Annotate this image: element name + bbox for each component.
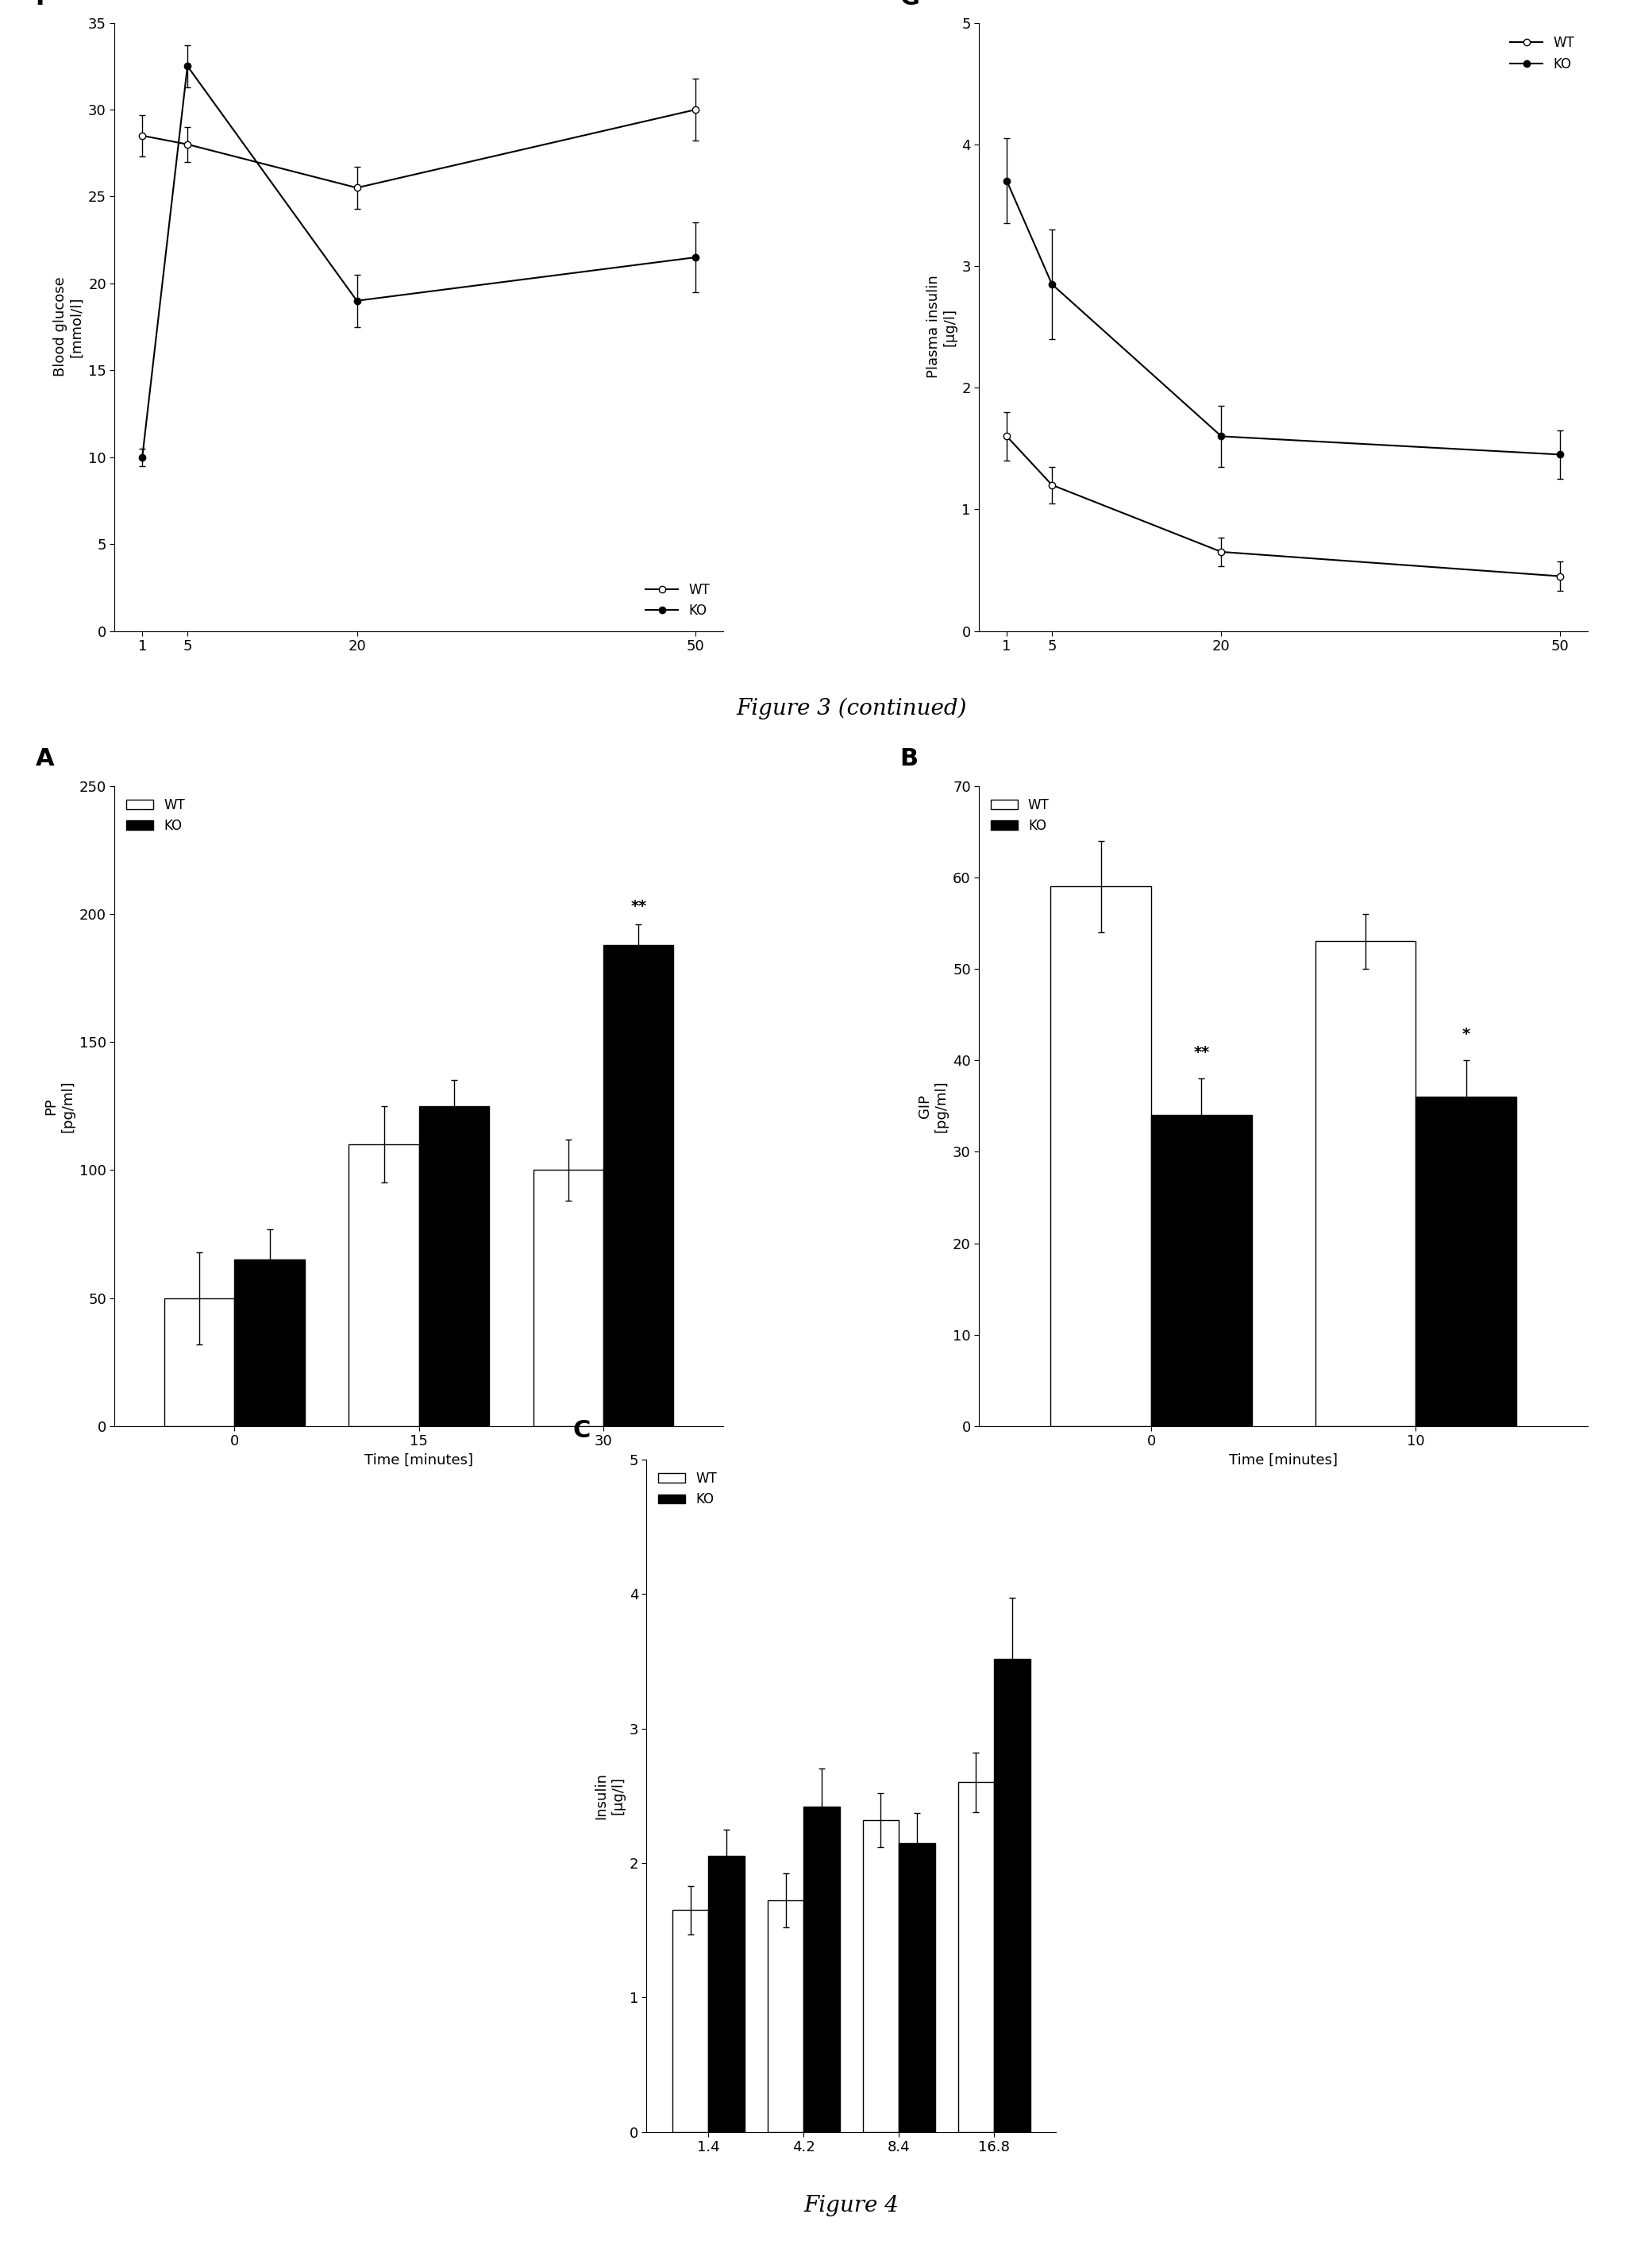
Text: **: ** — [630, 898, 647, 914]
Bar — [1315, 941, 1416, 1427]
Bar — [1416, 1098, 1516, 1427]
Y-axis label: Blood glucose
[mmol/l]: Blood glucose [mmol/l] — [52, 277, 83, 376]
Bar — [899, 1844, 935, 2132]
Bar — [234, 1259, 304, 1427]
Y-axis label: PP
[pg/ml]: PP [pg/ml] — [44, 1080, 75, 1132]
Bar — [534, 1170, 604, 1427]
Bar — [164, 1297, 234, 1427]
Bar — [419, 1107, 489, 1427]
Text: B: B — [900, 748, 918, 771]
Legend: WT, KO: WT, KO — [653, 1465, 722, 1513]
Text: C: C — [573, 1420, 591, 1442]
Text: G: G — [900, 0, 920, 9]
Bar — [709, 1855, 745, 2132]
Legend: WT, KO: WT, KO — [638, 576, 717, 624]
Bar — [768, 1901, 804, 2132]
Y-axis label: Plasma insulin
[μg/l]: Plasma insulin [μg/l] — [927, 274, 958, 379]
Bar — [994, 1658, 1030, 2132]
Legend: WT, KO: WT, KO — [121, 792, 190, 839]
Text: *: * — [1462, 1027, 1470, 1041]
Bar — [958, 1783, 994, 2132]
Bar — [1151, 1116, 1252, 1427]
Bar — [1051, 887, 1151, 1427]
Text: Figure 4: Figure 4 — [804, 2195, 899, 2216]
Y-axis label: GIP
[pg/ml]: GIP [pg/ml] — [918, 1080, 948, 1132]
Text: **: ** — [1193, 1046, 1210, 1059]
Legend: WT, KO: WT, KO — [985, 792, 1054, 839]
Bar — [863, 1819, 899, 2132]
Legend: WT, KO: WT, KO — [1503, 29, 1581, 77]
Bar — [673, 1910, 709, 2132]
Bar — [804, 1808, 840, 2132]
X-axis label: Time [minutes]: Time [minutes] — [365, 1454, 473, 1467]
Text: Figure 3 (continued): Figure 3 (continued) — [737, 699, 966, 719]
Y-axis label: Insulin
[μg/l]: Insulin [μg/l] — [594, 1771, 625, 1819]
Text: A: A — [36, 748, 54, 771]
Bar — [349, 1145, 419, 1427]
Bar — [604, 946, 673, 1427]
X-axis label: Time [minutes]: Time [minutes] — [1229, 1454, 1337, 1467]
Text: F: F — [36, 0, 52, 9]
